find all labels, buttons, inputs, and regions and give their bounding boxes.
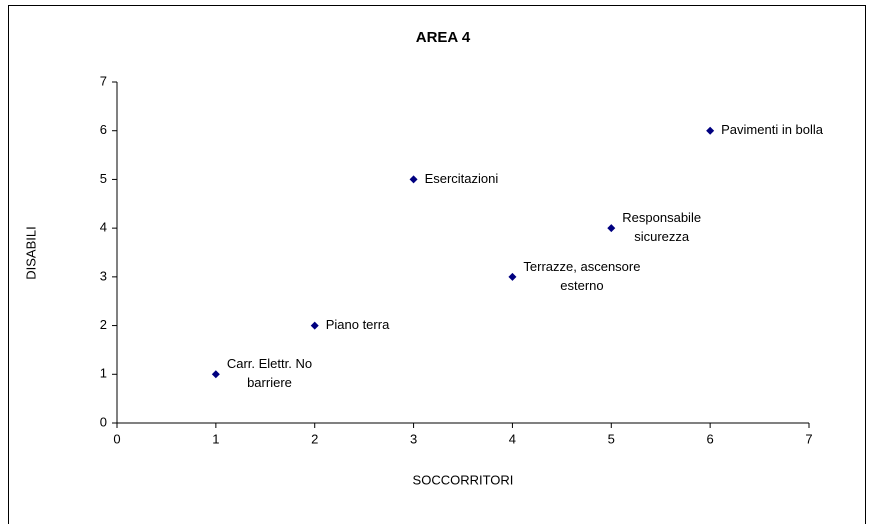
point-label: Carr. Elettr. No: [227, 356, 312, 371]
x-tick-label: 5: [608, 431, 615, 446]
y-tick-label: 6: [100, 122, 107, 137]
chart-frame: [8, 5, 866, 524]
chart-title: AREA 4: [416, 29, 471, 46]
x-tick-label: 3: [410, 431, 417, 446]
point: [607, 224, 616, 233]
point-label: Responsabile: [622, 210, 701, 225]
point: [706, 126, 715, 135]
x-tick-label: 0: [113, 431, 120, 446]
y-tick-label: 1: [100, 366, 107, 381]
point-label: Piano terra: [326, 317, 390, 332]
x-tick-label: 1: [212, 431, 219, 446]
y-axis-label: DISABILI: [23, 226, 38, 279]
x-axis-label: SOCCORRITORI: [413, 472, 514, 487]
point-label: Terrazze, ascensore: [523, 259, 640, 274]
y-tick-label: 4: [100, 220, 107, 235]
point: [310, 321, 319, 330]
y-tick-label: 3: [100, 268, 107, 283]
point: [508, 272, 517, 281]
x-tick-label: 7: [805, 431, 812, 446]
point: [409, 175, 418, 184]
point: [211, 370, 220, 379]
y-tick-label: 7: [100, 73, 107, 88]
point-label: Esercitazioni: [425, 171, 499, 186]
x-tick-label: 2: [311, 431, 318, 446]
x-tick-label: 6: [707, 431, 714, 446]
y-tick-label: 0: [100, 414, 107, 429]
x-tick-label: 4: [509, 431, 516, 446]
point-label: barriere: [247, 375, 292, 390]
y-tick-label: 5: [100, 171, 107, 186]
point-label: sicurezza: [634, 229, 690, 244]
point-label: Pavimenti in bolla: [721, 122, 824, 137]
point-label: esterno: [560, 278, 603, 293]
y-tick-label: 2: [100, 317, 107, 332]
